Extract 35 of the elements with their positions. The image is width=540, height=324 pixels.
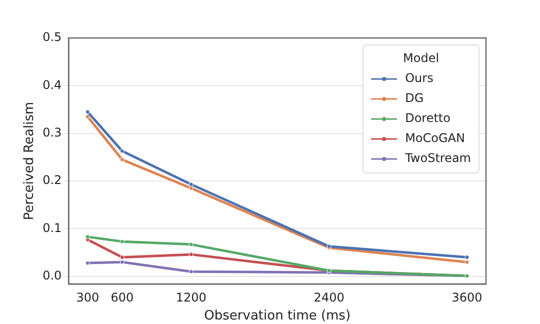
x-tick-label: 1200	[176, 290, 206, 304]
point	[85, 260, 90, 266]
point	[188, 252, 194, 257]
point	[464, 255, 470, 260]
point	[120, 157, 124, 162]
legend-label: DG	[405, 91, 424, 106]
point	[120, 239, 124, 244]
legend-title: Model	[403, 51, 440, 66]
point	[188, 186, 194, 190]
point	[188, 269, 194, 274]
y-tick-label: 0.2	[42, 173, 62, 188]
x-tick-label: 2400	[314, 290, 344, 304]
x-tick-label: 300	[76, 290, 100, 304]
point	[120, 148, 124, 154]
y-tick-label: 0.3	[42, 125, 62, 140]
point	[85, 234, 90, 240]
x-axis-title: Observation time (ms)	[204, 308, 351, 324]
point	[85, 114, 90, 119]
point	[188, 182, 194, 187]
point	[464, 260, 470, 264]
y-axis-title: Perceived Realism	[22, 102, 38, 220]
point	[188, 242, 194, 247]
y-tick-label: 0.1	[42, 220, 62, 235]
y-tick-label: 0.4	[42, 78, 62, 92]
legend-label: MoCoGAN	[405, 131, 465, 146]
point	[120, 260, 124, 264]
legend-label: Ours	[405, 71, 434, 86]
point	[120, 255, 124, 260]
point	[85, 110, 90, 114]
x-tick-label: 600	[110, 290, 134, 304]
y-tick-label: 0.0	[42, 268, 62, 282]
y-tick-label: 0.5	[42, 30, 62, 44]
legend-label: TwoStream	[404, 151, 472, 166]
legend-label: Doretto	[405, 111, 450, 126]
x-tick-label: 3600	[452, 290, 482, 304]
